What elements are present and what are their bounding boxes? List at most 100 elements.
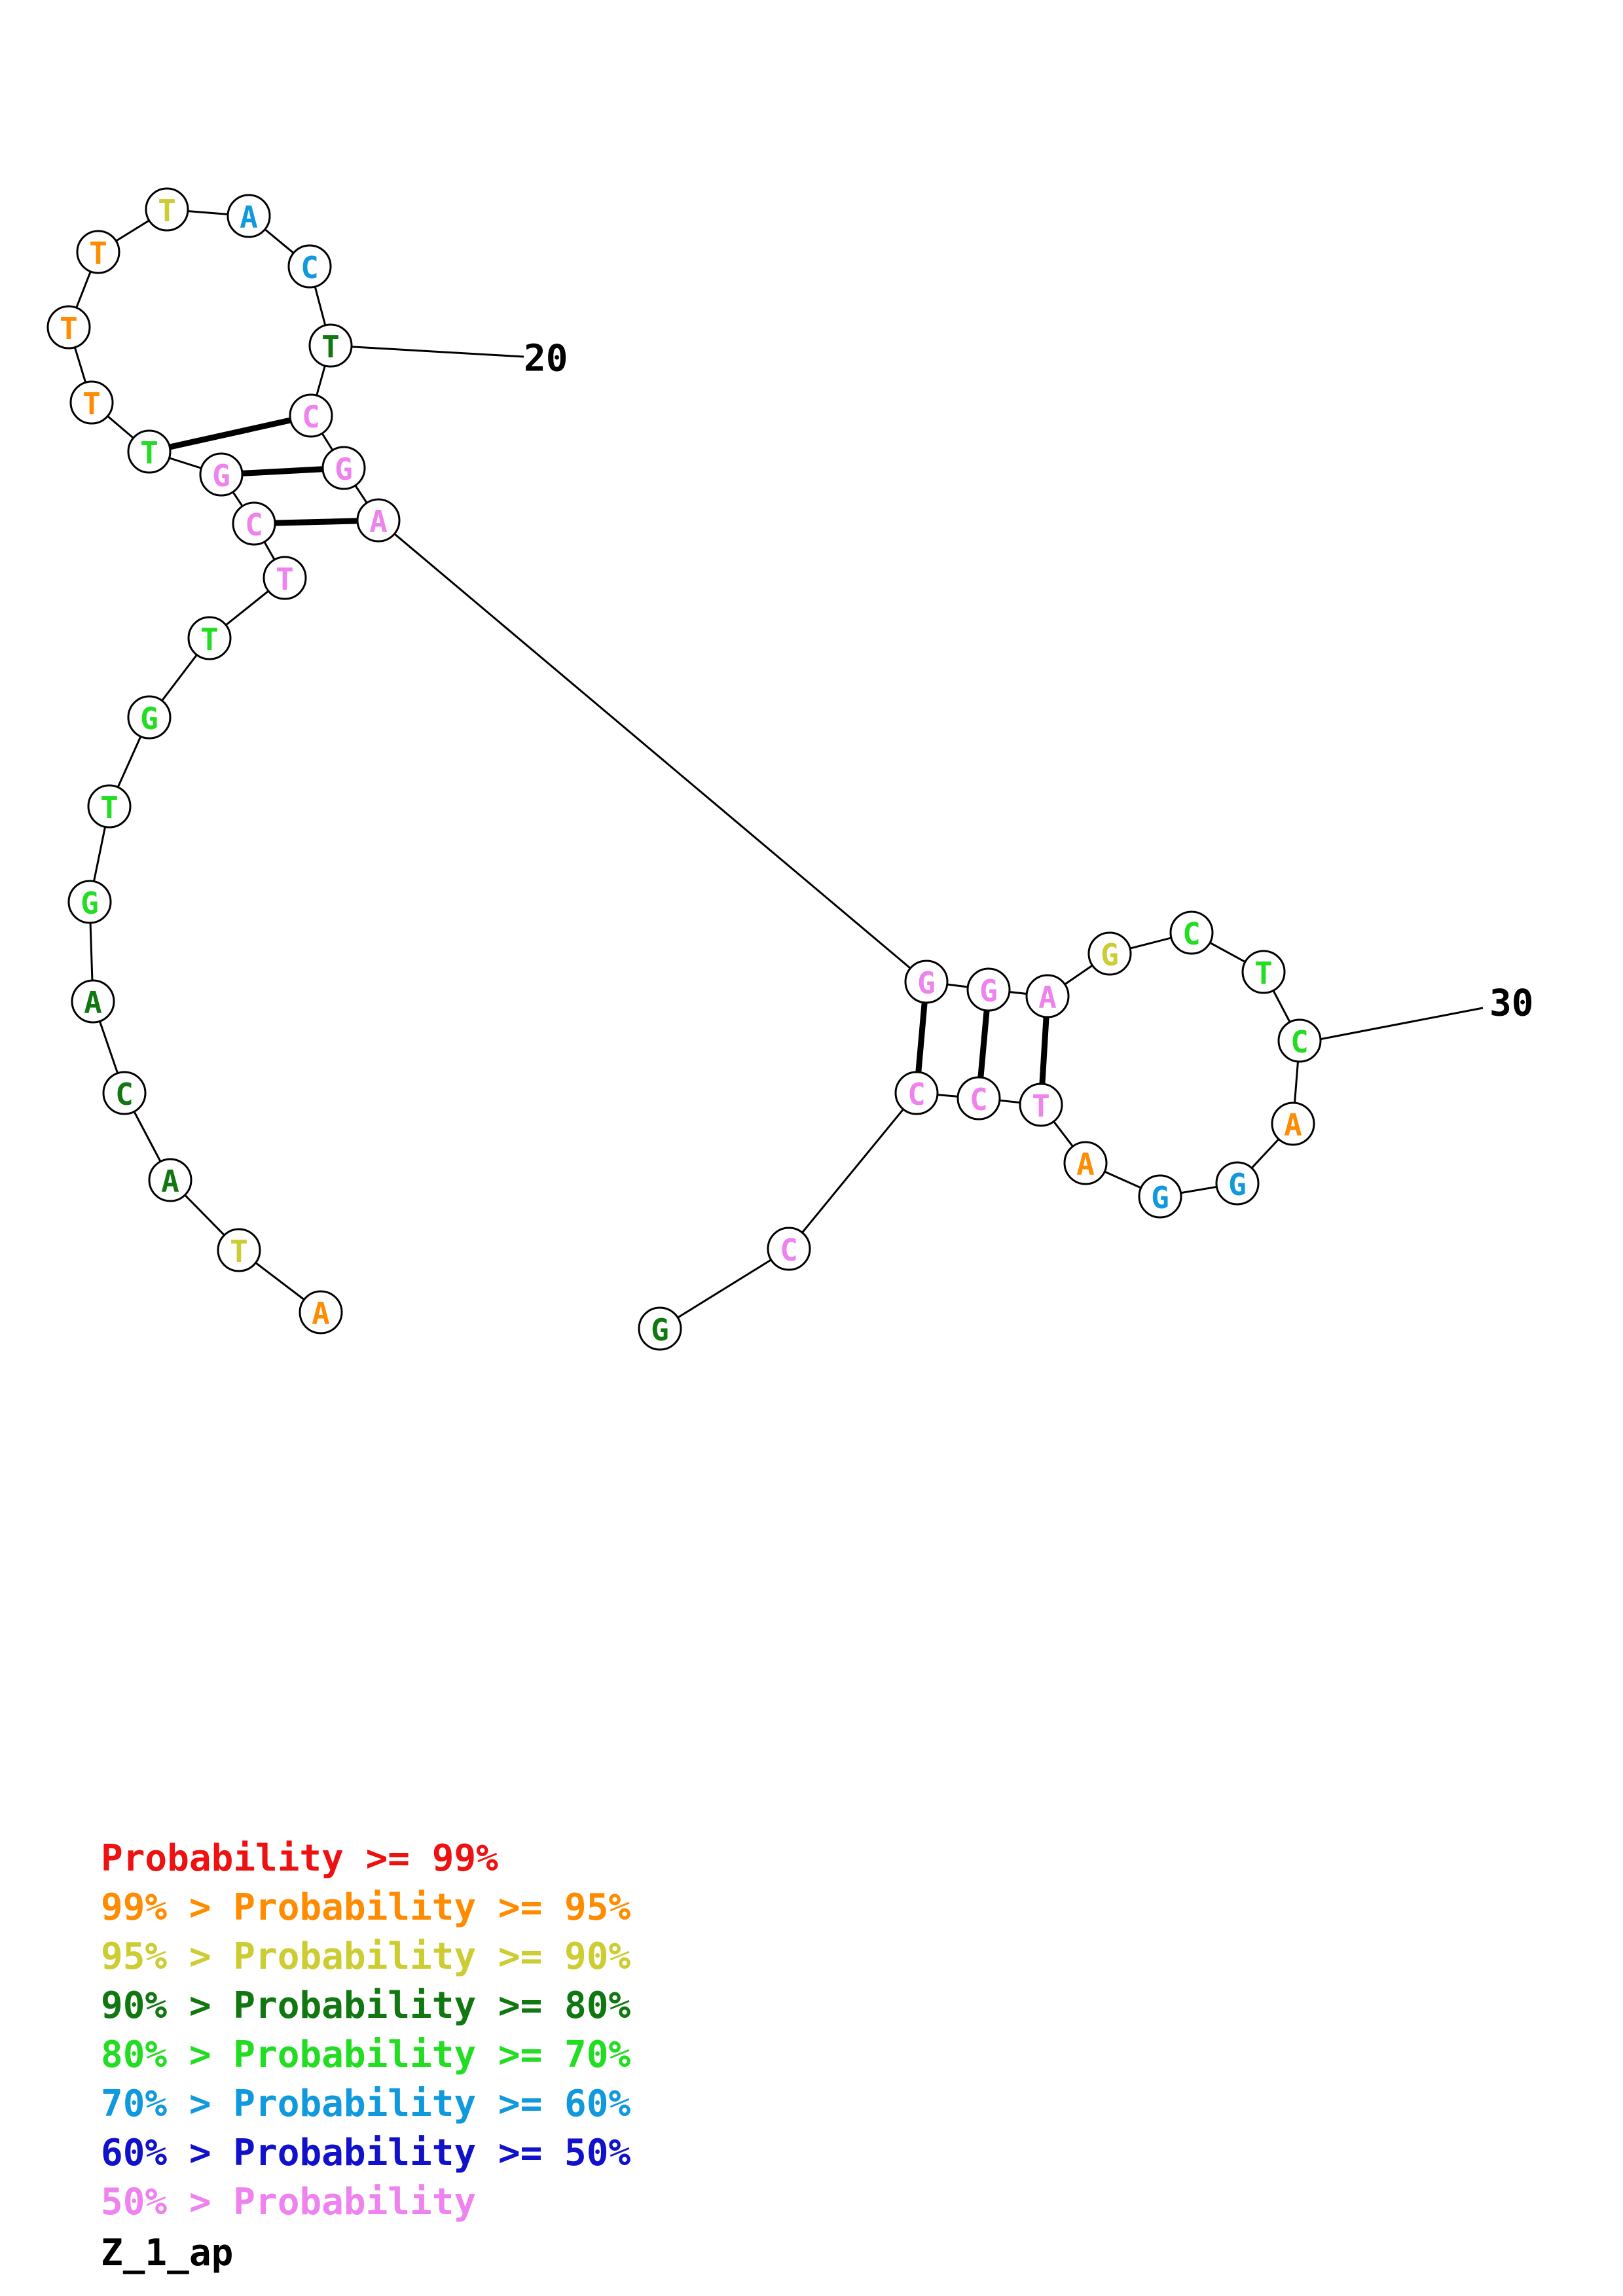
base-pair-line xyxy=(915,1002,928,1073)
nucleotide-circle xyxy=(127,429,172,474)
base-pair-lines xyxy=(169,417,1049,1085)
nucleotide-letter: G xyxy=(651,1312,669,1348)
legend-prefix: 90% > xyxy=(101,1984,234,2027)
index-label-30: 30 xyxy=(1489,982,1533,1025)
nucleotide: A xyxy=(1025,974,1070,1018)
nucleotide-letter: A xyxy=(84,985,102,1020)
nucleotide-letter: G xyxy=(335,452,353,487)
nucleotide-circle xyxy=(638,1306,682,1351)
nucleotide-letter: T xyxy=(89,236,107,271)
legend-label: Probability >= 90% xyxy=(233,1935,631,1978)
nucleotide-circle xyxy=(148,1158,192,1202)
nucleotide-letter: T xyxy=(276,562,294,597)
nucleotide: T xyxy=(187,616,232,660)
nucleotide-circle xyxy=(957,1076,1001,1121)
nucleotide: T xyxy=(1241,950,1286,994)
index-tick-20 xyxy=(330,344,524,358)
nucleotide-circle xyxy=(1215,1161,1260,1206)
nucleotide-letter: T xyxy=(200,622,219,657)
index-tick-30 xyxy=(1312,1007,1484,1042)
nucleotide: G xyxy=(127,695,172,740)
nucleotide-circle xyxy=(1169,910,1214,955)
nucleotide: T xyxy=(69,380,114,425)
nucleotide: T xyxy=(308,323,353,368)
nucleotide: G xyxy=(321,446,366,490)
legend-label: Probability >= 99% xyxy=(101,1837,498,1880)
legend-prefix: 70% > xyxy=(101,2083,234,2125)
nucleotide-circle xyxy=(199,452,244,497)
legend-row: 60% > Probability >= 50% xyxy=(101,2132,630,2174)
nucleotide: G xyxy=(199,452,244,497)
nucleotide: A xyxy=(227,194,271,238)
nucleotide-circle xyxy=(127,695,172,740)
nucleotide: T xyxy=(46,305,91,350)
nucleotide: G xyxy=(638,1306,682,1351)
nucleotide-letter: C xyxy=(780,1232,798,1268)
nucleotide-letter: C xyxy=(907,1077,926,1112)
legend-row: 99% > Probability >= 95% xyxy=(101,1887,630,1929)
nucleotide-letter: T xyxy=(100,790,119,825)
nucleotide: A xyxy=(356,498,401,543)
base-pair-line xyxy=(1039,1016,1049,1085)
backbone-segment xyxy=(378,519,927,983)
nucleotide-letter: C xyxy=(970,1082,988,1117)
nucleotide-circle xyxy=(287,244,332,289)
nucleotide-letter: G xyxy=(1151,1180,1169,1215)
nucleotide-circle xyxy=(1087,931,1132,976)
legend-row: 90% > Probability >= 80% xyxy=(101,1985,630,2027)
nucleotide: T xyxy=(127,429,172,474)
legend-label: Probability >= 70% xyxy=(233,2034,631,2076)
index-label-20: 20 xyxy=(524,338,568,380)
nucleotide-circle xyxy=(966,967,1011,1012)
nucleotide-letter: T xyxy=(158,193,176,228)
legend-row: 95% > Probability >= 90% xyxy=(101,1936,630,1978)
nucleotide-circle xyxy=(1271,1102,1315,1146)
legend-prefix: 99% > xyxy=(101,1886,234,1929)
nucleotide: G xyxy=(67,880,112,924)
nucleotide-letter: G xyxy=(979,973,998,1009)
nucleotide: C xyxy=(894,1071,939,1115)
nucleotide-letter: A xyxy=(1284,1107,1302,1143)
nucleotide-letter: T xyxy=(60,311,78,346)
nucleotide-circle xyxy=(263,556,307,600)
legend-label: Probability >= 80% xyxy=(233,1984,631,2027)
nucleotide: G xyxy=(966,967,1011,1012)
nucleotide: C xyxy=(957,1076,1001,1121)
nucleotide: T xyxy=(263,556,307,600)
nucleotide-letter: G xyxy=(212,458,230,493)
nucleotide-letter: T xyxy=(1254,956,1273,991)
nucleotide: C xyxy=(102,1071,147,1115)
nucleotide: C xyxy=(232,501,276,546)
nucleotide-letter: C xyxy=(302,399,320,435)
nucleotide: T xyxy=(1019,1083,1063,1127)
backbone-segment xyxy=(659,1247,790,1330)
nucleotide-letter: T xyxy=(321,329,340,365)
nucleotide-circle xyxy=(87,784,132,829)
nucleotide-circle xyxy=(904,960,949,1004)
nucleotide-circle xyxy=(767,1227,811,1271)
nucleotide-letter: G xyxy=(81,886,99,921)
nucleotide: A xyxy=(1271,1102,1315,1146)
nucleotide-circle xyxy=(321,446,366,490)
nucleotide-letter: T xyxy=(1032,1088,1050,1124)
nucleotide-letter: C xyxy=(301,250,319,285)
nucleotide: C xyxy=(1277,1018,1322,1063)
nucleotide-circle xyxy=(289,393,333,438)
legend-row: Probability >= 99% xyxy=(101,1838,498,1880)
backbone-segment xyxy=(788,1092,918,1249)
nucleotide-circle xyxy=(1277,1018,1322,1063)
nucleotide-circle xyxy=(102,1071,147,1115)
nucleotide-circle xyxy=(76,230,120,274)
nucleotide: T xyxy=(76,230,120,274)
index-ticks: 20 30 xyxy=(330,338,1533,1042)
backbone-lines xyxy=(67,208,1301,1330)
nucleotide-circle xyxy=(187,616,232,660)
nucleotide-letter: A xyxy=(312,1296,330,1331)
nucleotide-circle xyxy=(232,501,276,546)
nucleotide: G xyxy=(1138,1174,1182,1219)
legend-row: 70% > Probability >= 60% xyxy=(101,2083,630,2125)
nucleotide-letter: A xyxy=(369,504,388,539)
nucleotide-circle xyxy=(227,194,271,238)
nucleotide: A xyxy=(1063,1141,1108,1185)
